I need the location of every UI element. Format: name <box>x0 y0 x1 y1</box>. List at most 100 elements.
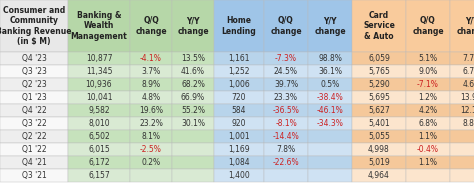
Text: 5.1%: 5.1% <box>419 54 438 63</box>
Bar <box>352 117 406 130</box>
Text: 6,157: 6,157 <box>88 171 110 180</box>
Bar <box>352 78 406 91</box>
Bar <box>214 104 264 117</box>
Bar <box>0 130 68 143</box>
Text: 6,015: 6,015 <box>88 145 110 154</box>
Bar <box>172 104 214 117</box>
Bar <box>450 156 474 169</box>
Text: 4.8%: 4.8% <box>141 93 161 102</box>
Text: Home
Lending: Home Lending <box>222 16 256 36</box>
Text: 5,401: 5,401 <box>368 119 390 128</box>
Bar <box>68 143 130 156</box>
Bar <box>0 169 68 182</box>
Text: 1.2%: 1.2% <box>419 93 438 102</box>
Text: 1,001: 1,001 <box>228 132 250 141</box>
Bar <box>0 143 68 156</box>
Bar <box>0 117 68 130</box>
Bar <box>172 91 214 104</box>
Bar <box>0 104 68 117</box>
Bar <box>264 117 308 130</box>
Bar <box>264 169 308 182</box>
Text: Q/Q
change: Q/Q change <box>135 16 167 36</box>
Text: Q/Q
change: Q/Q change <box>412 16 444 36</box>
Bar <box>406 117 450 130</box>
Bar <box>130 65 172 78</box>
Bar <box>214 117 264 130</box>
Bar <box>172 65 214 78</box>
Bar <box>264 104 308 117</box>
Text: 6.7%: 6.7% <box>462 67 474 76</box>
Bar <box>172 0 214 52</box>
Text: 1,006: 1,006 <box>228 80 250 89</box>
Bar <box>214 130 264 143</box>
Bar <box>406 156 450 169</box>
Bar <box>352 52 406 65</box>
Text: 1.1%: 1.1% <box>419 158 438 167</box>
Text: Y/Y
change: Y/Y change <box>456 16 474 36</box>
Bar <box>450 169 474 182</box>
Bar <box>352 65 406 78</box>
Bar <box>214 78 264 91</box>
Bar <box>130 143 172 156</box>
Bar <box>406 91 450 104</box>
Text: 10,041: 10,041 <box>86 93 112 102</box>
Text: 5,627: 5,627 <box>368 106 390 115</box>
Bar <box>352 156 406 169</box>
Text: 7.7%: 7.7% <box>462 54 474 63</box>
Bar <box>308 169 352 182</box>
Text: 1,161: 1,161 <box>228 54 250 63</box>
Text: 6.8%: 6.8% <box>419 119 438 128</box>
Text: 1,084: 1,084 <box>228 158 250 167</box>
Text: 1.1%: 1.1% <box>419 132 438 141</box>
Text: 5,765: 5,765 <box>368 67 390 76</box>
Text: -14.4%: -14.4% <box>273 132 300 141</box>
Bar <box>214 0 264 52</box>
Bar <box>450 130 474 143</box>
Text: -8.1%: -8.1% <box>275 119 297 128</box>
Text: 24.5%: 24.5% <box>274 67 298 76</box>
Bar <box>0 156 68 169</box>
Text: 41.6%: 41.6% <box>181 67 205 76</box>
Bar <box>264 78 308 91</box>
Bar <box>130 130 172 143</box>
Text: 19.6%: 19.6% <box>139 106 163 115</box>
Bar <box>352 143 406 156</box>
Bar <box>68 65 130 78</box>
Bar <box>308 156 352 169</box>
Text: 5,695: 5,695 <box>368 93 390 102</box>
Bar <box>214 52 264 65</box>
Bar <box>214 91 264 104</box>
Bar <box>406 169 450 182</box>
Bar <box>450 65 474 78</box>
Text: 7.8%: 7.8% <box>276 145 296 154</box>
Bar <box>450 91 474 104</box>
Text: 12.1%: 12.1% <box>460 106 474 115</box>
Bar <box>68 78 130 91</box>
Bar <box>406 104 450 117</box>
Text: 8.1%: 8.1% <box>142 132 161 141</box>
Text: -0.4%: -0.4% <box>417 145 439 154</box>
Bar <box>130 169 172 182</box>
Bar <box>308 52 352 65</box>
Bar <box>406 143 450 156</box>
Text: Q3 '21: Q3 '21 <box>22 171 46 180</box>
Bar <box>68 52 130 65</box>
Bar <box>130 91 172 104</box>
Text: -22.6%: -22.6% <box>273 158 299 167</box>
Bar <box>308 65 352 78</box>
Text: 11,345: 11,345 <box>86 67 112 76</box>
Text: 1,169: 1,169 <box>228 145 250 154</box>
Text: 920: 920 <box>232 119 246 128</box>
Bar <box>406 52 450 65</box>
Text: 68.2%: 68.2% <box>181 80 205 89</box>
Bar <box>352 169 406 182</box>
Bar <box>0 0 68 52</box>
Bar <box>172 156 214 169</box>
Text: Banking &
Wealth
Management: Banking & Wealth Management <box>71 11 128 41</box>
Text: 4.2%: 4.2% <box>419 106 438 115</box>
Bar <box>406 130 450 143</box>
Bar <box>0 78 68 91</box>
Text: 23.2%: 23.2% <box>139 119 163 128</box>
Bar <box>264 156 308 169</box>
Bar <box>450 117 474 130</box>
